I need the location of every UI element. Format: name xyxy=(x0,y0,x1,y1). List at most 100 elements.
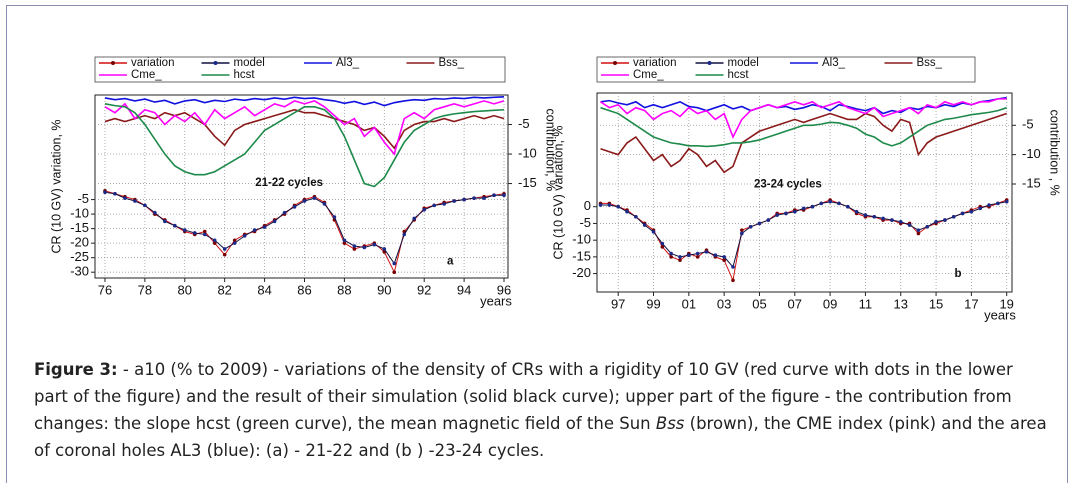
y-tick-label: -25 xyxy=(70,249,89,264)
data-point xyxy=(332,215,337,219)
data-point xyxy=(222,247,227,251)
data-point xyxy=(222,252,227,257)
x-tick-label: 03 xyxy=(717,296,731,311)
data-point xyxy=(775,213,779,217)
data-point xyxy=(362,245,367,250)
data-point xyxy=(312,196,317,200)
x-tick-label: 09 xyxy=(823,296,837,311)
data-point xyxy=(687,253,691,258)
data-point xyxy=(925,224,930,229)
series-line xyxy=(104,108,505,150)
series-line xyxy=(104,100,505,156)
x-tick-label: 86 xyxy=(297,282,311,297)
data-point xyxy=(678,255,682,259)
data-point xyxy=(163,219,167,224)
x-tick-label: 76 xyxy=(98,282,112,297)
figure: 76 78 80 82 84 86 88 90 92 94 96-5-10-15-20-25-30-… xyxy=(49,56,1062,322)
x-tick-label: 97 xyxy=(611,296,625,311)
legend-label: Cme_ xyxy=(131,69,162,81)
data-point xyxy=(740,231,744,236)
series-line xyxy=(104,103,505,188)
data-point xyxy=(969,209,974,214)
data-point xyxy=(372,242,377,247)
legend-label: variation xyxy=(131,57,174,69)
y2-axis-label: contribution, % xyxy=(544,109,558,192)
x-tick-label: 01 xyxy=(682,296,696,311)
legend-box xyxy=(596,56,976,83)
data-point xyxy=(916,228,921,232)
x-tick-label: 92 xyxy=(417,282,431,297)
data-point xyxy=(232,238,237,243)
x-tick-label: 88 xyxy=(337,282,351,297)
y-tick-label: -5 xyxy=(579,215,591,230)
data-point xyxy=(837,201,841,206)
data-point xyxy=(342,241,347,245)
data-point xyxy=(143,203,147,208)
data-point xyxy=(422,207,427,212)
x-tick-label: 19 xyxy=(999,296,1013,311)
legend-label: Al3_ xyxy=(336,57,360,69)
data-point xyxy=(784,211,788,216)
data-point xyxy=(103,190,107,195)
data-point xyxy=(432,203,436,208)
data-point xyxy=(625,209,629,214)
data-point xyxy=(996,201,1000,206)
x-tick-label: 80 xyxy=(178,282,192,297)
data-point xyxy=(978,206,983,211)
x-tick-label: 15 xyxy=(929,296,943,311)
legend-label: model xyxy=(234,57,265,69)
legend: variation model Al3_ Bss_ Cme_ hcst xyxy=(94,56,506,83)
data-point xyxy=(748,224,753,229)
legend-label: model xyxy=(728,57,759,69)
data-point xyxy=(282,210,287,215)
data-point xyxy=(634,214,638,219)
data-point xyxy=(133,199,137,203)
data-point xyxy=(607,203,612,207)
data-point xyxy=(482,196,486,200)
data-point xyxy=(123,196,127,200)
y-tick-label: -10 xyxy=(70,206,89,221)
x-tick-label: 96 xyxy=(497,282,511,297)
data-point xyxy=(916,231,921,236)
data-point xyxy=(292,205,297,209)
data-point xyxy=(232,241,237,245)
data-point xyxy=(212,241,217,245)
data-point xyxy=(642,223,647,227)
x-tick-label: 82 xyxy=(217,282,231,297)
data-point xyxy=(202,229,207,234)
series-line xyxy=(600,106,1007,148)
x-tick-label: 78 xyxy=(138,282,152,297)
plot-area xyxy=(596,92,1013,293)
data-point xyxy=(352,244,357,248)
data-point xyxy=(651,229,656,234)
data-point xyxy=(442,202,446,206)
y2-tick-label: -5 xyxy=(1022,117,1034,132)
data-point xyxy=(153,210,157,215)
series-line xyxy=(600,96,1007,115)
data-point xyxy=(951,214,956,219)
legend-label: Bss_ xyxy=(917,57,943,69)
data-point xyxy=(943,218,947,222)
y2-tick-label: -15 xyxy=(1022,175,1041,190)
data-point xyxy=(173,223,177,228)
caption-text: - a10 (% to 2009) - variations of the de… xyxy=(34,360,1013,433)
data-point xyxy=(1004,199,1009,204)
data-point xyxy=(502,193,506,198)
data-point xyxy=(863,213,868,217)
caption-label: Figure 3: xyxy=(34,360,118,379)
legend-label: hcst xyxy=(234,69,256,81)
data-point xyxy=(731,278,735,283)
legend-swatch-marker xyxy=(111,61,115,65)
y-tick-label: -15 xyxy=(70,220,89,235)
data-point xyxy=(302,199,307,203)
x-tick-label: 94 xyxy=(457,282,471,297)
data-point xyxy=(669,255,673,259)
data-point xyxy=(452,199,456,203)
legend: variation model Al3_ Bss_ Cme_ hcst xyxy=(596,56,976,83)
y-tick-label: -10 xyxy=(572,232,591,247)
series-line xyxy=(600,98,1007,140)
x-tick-label: 07 xyxy=(788,296,802,311)
y2-tick-label: -5 xyxy=(518,116,530,131)
data-point xyxy=(722,258,726,263)
data-point xyxy=(402,232,407,237)
